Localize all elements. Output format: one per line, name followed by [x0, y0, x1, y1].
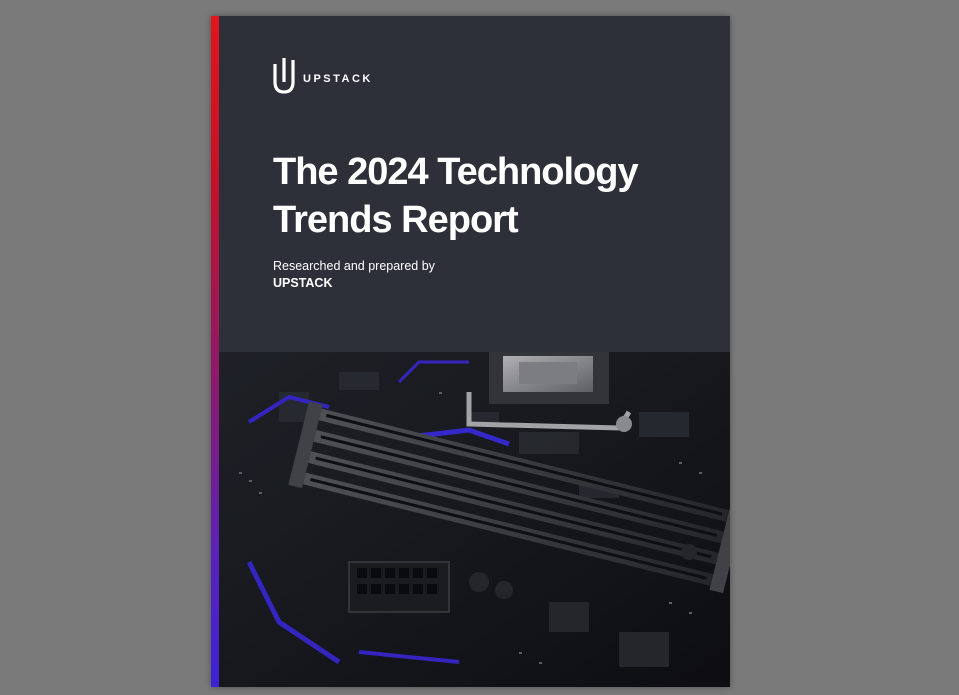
motherboard-photo-icon [219, 352, 730, 687]
accent-gradient-bar [211, 16, 219, 687]
byline: Researched and prepared by UPSTACK [273, 258, 435, 292]
upstack-logo-mark-icon [273, 58, 295, 94]
cover-header-panel: UPSTACK The 2024 Technology Trends Repor… [219, 16, 730, 352]
brand-name: UPSTACK [303, 73, 373, 85]
brand-logo: UPSTACK [273, 56, 373, 94]
title-line-1: The 2024 Technology [273, 151, 639, 193]
byline-company: UPSTACK [273, 276, 333, 290]
cover-page[interactable]: UPSTACK The 2024 Technology Trends Repor… [211, 16, 730, 687]
byline-prefix: Researched and prepared by [273, 259, 435, 273]
report-title: The 2024 Technology Trends Report [273, 148, 713, 244]
motherboard-photo [219, 352, 730, 687]
title-line-2: Trends Report [273, 199, 519, 241]
